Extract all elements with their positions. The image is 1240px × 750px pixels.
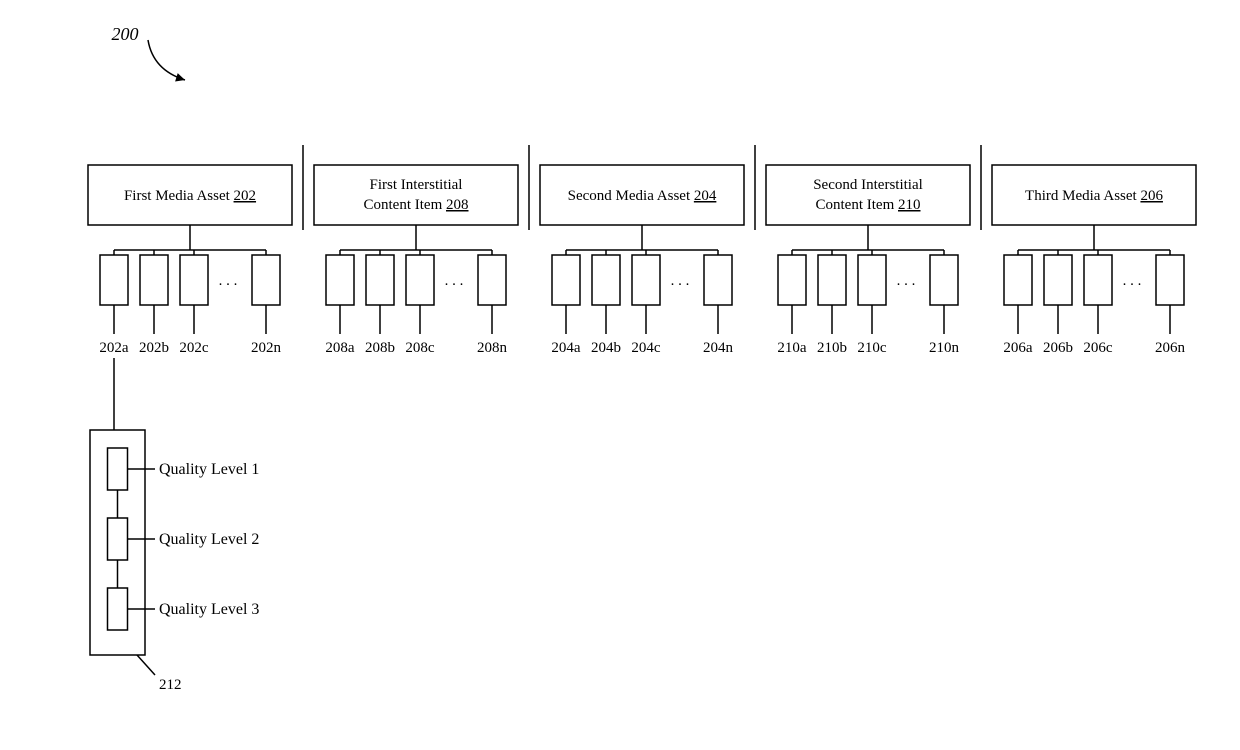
quality-ref-leader — [137, 655, 155, 675]
segment-box — [1084, 255, 1112, 305]
segment-box — [778, 255, 806, 305]
group-label-line2: Content Item 210 — [816, 197, 921, 213]
segment-label: 204c — [631, 340, 661, 356]
segment-label: 208a — [325, 340, 355, 356]
segment-label: 210n — [929, 340, 960, 356]
quality-level-box — [108, 588, 128, 630]
quality-level-label: Quality Level 1 — [159, 461, 259, 478]
segment-box — [552, 255, 580, 305]
segment-ellipsis: . . . — [897, 273, 916, 289]
segment-label: 204b — [591, 340, 621, 356]
segment-label: 208n — [477, 340, 508, 356]
segment-box — [930, 255, 958, 305]
segment-box — [858, 255, 886, 305]
group-label-line1: First Interstitial — [370, 177, 463, 193]
segment-box — [180, 255, 208, 305]
segment-label: 202a — [99, 340, 129, 356]
quality-level-box — [108, 448, 128, 490]
segment-box — [252, 255, 280, 305]
group-box — [766, 165, 970, 225]
segment-label: 210b — [817, 340, 847, 356]
quality-ref-label: 212 — [159, 677, 182, 693]
segment-box — [1004, 255, 1032, 305]
segment-label: 206n — [1155, 340, 1186, 356]
segment-label: 210a — [777, 340, 807, 356]
segment-ellipsis: . . . — [671, 273, 690, 289]
quality-level-box — [108, 518, 128, 560]
segment-ellipsis: . . . — [219, 273, 238, 289]
group-label-line1: Second Interstitial — [813, 177, 923, 193]
patent-diagram: 200 First Media Asset 202 202a 202b 202c 202n… — [0, 0, 1240, 750]
segment-label: 202n — [251, 340, 282, 356]
segment-label: 206b — [1043, 340, 1073, 356]
segment-label: 206c — [1083, 340, 1113, 356]
quality-container — [90, 430, 145, 655]
segment-box — [1156, 255, 1184, 305]
segment-box — [478, 255, 506, 305]
segment-box — [704, 255, 732, 305]
quality-level-label: Quality Level 3 — [159, 601, 259, 618]
segment-box — [1044, 255, 1072, 305]
segment-label: 202b — [139, 340, 169, 356]
group-label: Second Media Asset 204 — [568, 188, 717, 204]
segment-label: 204a — [551, 340, 581, 356]
segment-label: 206a — [1003, 340, 1033, 356]
segment-box — [140, 255, 168, 305]
segment-label: 208c — [405, 340, 435, 356]
segment-box — [100, 255, 128, 305]
quality-level-label: Quality Level 2 — [159, 531, 259, 548]
segment-box — [592, 255, 620, 305]
segment-box — [818, 255, 846, 305]
group-box — [314, 165, 518, 225]
group-label: Third Media Asset 206 — [1025, 188, 1163, 204]
segment-label: 204n — [703, 340, 734, 356]
segment-ellipsis: . . . — [1123, 273, 1142, 289]
segment-label: 210c — [857, 340, 887, 356]
segment-box — [406, 255, 434, 305]
group-label-line2: Content Item 208 — [364, 197, 469, 213]
segment-box — [326, 255, 354, 305]
segment-box — [366, 255, 394, 305]
segment-label: 202c — [179, 340, 209, 356]
group-label: First Media Asset 202 — [124, 188, 256, 204]
segment-box — [632, 255, 660, 305]
figure-number: 200 — [112, 24, 139, 44]
segment-label: 208b — [365, 340, 395, 356]
segment-ellipsis: . . . — [445, 273, 464, 289]
figure-arrow — [148, 40, 185, 80]
